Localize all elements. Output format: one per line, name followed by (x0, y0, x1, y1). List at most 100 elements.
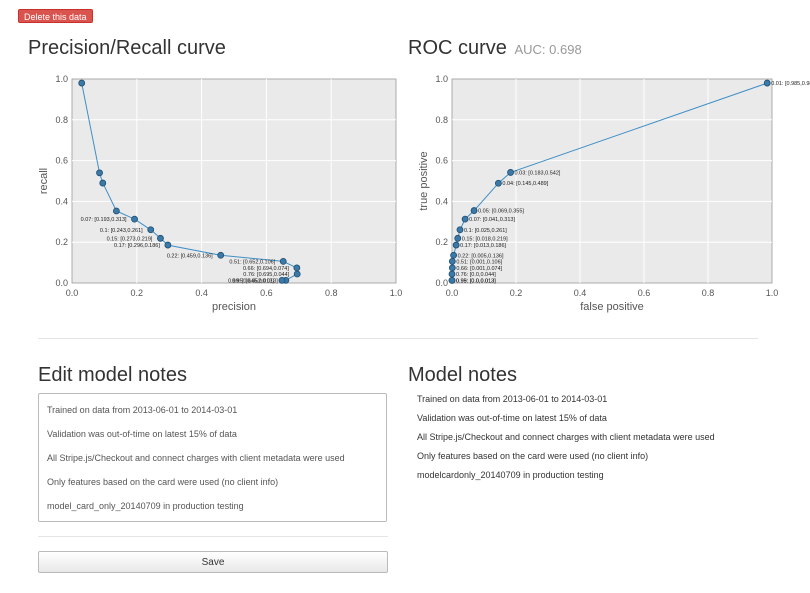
roc-data-point (456, 226, 464, 234)
edit-note-line: All Stripe.js/Checkout and connect charg… (47, 453, 345, 463)
model-note-line: Trained on data from 2013-06-01 to 2014-… (417, 394, 608, 404)
roc-data-point (470, 207, 478, 214)
roc-x-tick-label: 0.4 (574, 288, 587, 298)
roc-data-point (448, 270, 456, 278)
roc-y-axis-label: true positive (418, 151, 430, 210)
pr-data-point (157, 234, 164, 242)
edit-notes-title: Edit model notes (38, 364, 187, 387)
pr-data-label: 0.51: [0.652,0.106] (229, 259, 275, 265)
roc-data-point (461, 215, 469, 223)
model-note-line: All Stripe.js/Checkout and connect charg… (417, 432, 715, 442)
roc-y-tick-label: 0.2 (435, 237, 448, 247)
pr-data-point (147, 226, 155, 234)
edit-note-line: Only features based on the card were use… (47, 477, 279, 487)
pr-x-tick-label: 0.6 (260, 288, 273, 298)
section-divider (38, 338, 758, 339)
pr-data-point (293, 264, 301, 272)
roc-y-tick-label: 0.6 (435, 156, 448, 166)
roc-data-point (454, 234, 462, 242)
roc-y-tick-label: 0.4 (435, 196, 448, 206)
pr-data-point (99, 179, 107, 187)
roc-data-point (452, 241, 460, 249)
roc-data-label: 0.22: [0.005,0.136] (458, 253, 504, 259)
pr-data-point (112, 207, 120, 215)
edit-notes-title-text: Edit model notes (38, 364, 187, 386)
pr-y-tick-label: 0.6 (55, 156, 68, 166)
pr-plot-area (71, 78, 397, 284)
roc-data-label: 0.17: [0.013,0.186] (460, 243, 506, 249)
roc-data-label: 0.03: [0.183,0.542] (515, 170, 561, 176)
edit-note-line: Validation was out-of-time on latest 15%… (47, 429, 237, 439)
roc-data-label: 0.07: [0.041,0.313] (469, 217, 515, 223)
pr-data-point (278, 276, 286, 284)
pr-data-label: 0.76: [0.695,0.044] (243, 272, 289, 278)
pr-data-point (131, 215, 138, 223)
model-notes-title-text: Model notes (408, 364, 517, 386)
pr-y-axis-label: recall (38, 168, 50, 194)
roc-curve-title: ROC curve AUC: 0.698 (408, 37, 582, 60)
pr-x-axis-label: precision (212, 301, 256, 313)
roc-data-label: 0.95: [0.0,0.013] (456, 278, 496, 284)
roc-y-tick-label: 1.0 (435, 74, 448, 84)
pr-data-label: 0.22: [0.459,0.136] (167, 253, 213, 259)
roc-x-tick-label: 0.0 (446, 288, 459, 298)
roc-x-axis-label: false positive (580, 301, 644, 313)
roc-data-label: 0.51: [0.001,0.106] (456, 259, 502, 265)
model-note-line: modelcardonly_20140709 in production tes… (417, 470, 604, 480)
form-divider (38, 536, 388, 537)
pr-x-tick-label: 0.0 (66, 288, 79, 298)
pr-y-tick-label: 0.8 (55, 115, 68, 125)
pr-chart: 0.0 0.0 0.2 0.2 0.4 0.4 0.6 0.6 0.8 0.8 1.0 1.0 prec… (30, 70, 405, 315)
pr-data-point (78, 79, 86, 87)
roc-data-label: 0.05: [0.069,0.355] (478, 209, 524, 215)
roc-data-label: 0.04: [0.145,0.489] (502, 181, 548, 187)
pr-y-tick-label: 0.4 (55, 196, 68, 206)
auc-label: AUC: 0.698 (514, 42, 582, 57)
edit-note-line: model_card_only_20140709 in production t… (47, 501, 244, 511)
roc-data-label: 0.1: [0.025,0.261] (464, 228, 507, 234)
model-notes-list: Trained on data from 2013-06-01 to 2014-… (417, 393, 715, 488)
pr-data-point (279, 257, 287, 265)
pr-x-tick-label: 1.0 (390, 288, 403, 298)
pr-data-point (164, 241, 172, 249)
pr-data-label: 0.07: [0.193,0.313] (81, 217, 127, 223)
pr-data-label: 0.15: [0.273,0.219] (107, 236, 153, 242)
edit-note-line: Trained on data from 2013-06-01 to 2014-… (47, 405, 238, 415)
roc-plot-area (451, 78, 773, 284)
roc-data-point (495, 179, 502, 187)
roc-data-point (448, 264, 456, 272)
pr-curve-title-text: Precision/Recall curve (28, 37, 226, 59)
pr-x-tick-label: 0.8 (325, 288, 338, 298)
pr-data-label: 0.1: [0.243,0.261] (100, 228, 143, 234)
roc-data-point (507, 169, 514, 176)
pr-data-point (293, 270, 301, 278)
pr-x-tick-label: 0.2 (131, 288, 144, 298)
roc-x-tick-label: 0.6 (638, 288, 651, 298)
roc-data-label: 0.01: [0.985,0.98] (771, 81, 810, 87)
roc-y-tick-label: 0.8 (435, 115, 448, 125)
roc-data-point (448, 257, 456, 265)
pr-y-tick-label: 0.0 (55, 278, 68, 288)
delete-data-button[interactable]: Delete this data (18, 9, 93, 23)
roc-data-label: 0.99: [0.0,0.013] (456, 278, 496, 284)
roc-x-tick-label: 0.8 (702, 288, 715, 298)
pr-data-label: 0.66: [0.694,0.074] (243, 266, 289, 272)
pr-data-label: 0.99: [0.645,0.013] (228, 278, 274, 284)
pr-data-point (217, 251, 225, 259)
roc-y-tick-label: 0.0 (435, 278, 448, 288)
roc-curve-title-text: ROC curve (408, 37, 507, 59)
model-notes-title: Model notes (408, 364, 517, 387)
save-button[interactable]: Save (38, 551, 388, 573)
pr-data-label: 0.95: [0.652,0.013] (232, 278, 278, 284)
roc-chart: 0.0 0.0 0.2 0.2 0.4 0.4 0.6 0.6 0.8 0.8 1.0 1.0 fals… (408, 70, 810, 315)
edit-notes-textarea[interactable]: Trained on data from 2013-06-01 to 2014-… (38, 393, 387, 522)
roc-x-tick-label: 1.0 (766, 288, 779, 298)
model-note-line: Validation was out-of-time on latest 15%… (417, 413, 607, 423)
roc-data-label: 0.76: [0.0,0.044] (456, 272, 496, 278)
roc-data-point (450, 251, 457, 259)
roc-data-label: 0.15: [0.018,0.219] (462, 236, 508, 242)
pr-x-tick-label: 0.4 (195, 288, 208, 298)
model-note-line: Only features based on the card were use… (417, 451, 649, 461)
roc-data-label: 0.66: [0.001,0.074] (456, 266, 502, 272)
pr-data-point (96, 169, 103, 177)
